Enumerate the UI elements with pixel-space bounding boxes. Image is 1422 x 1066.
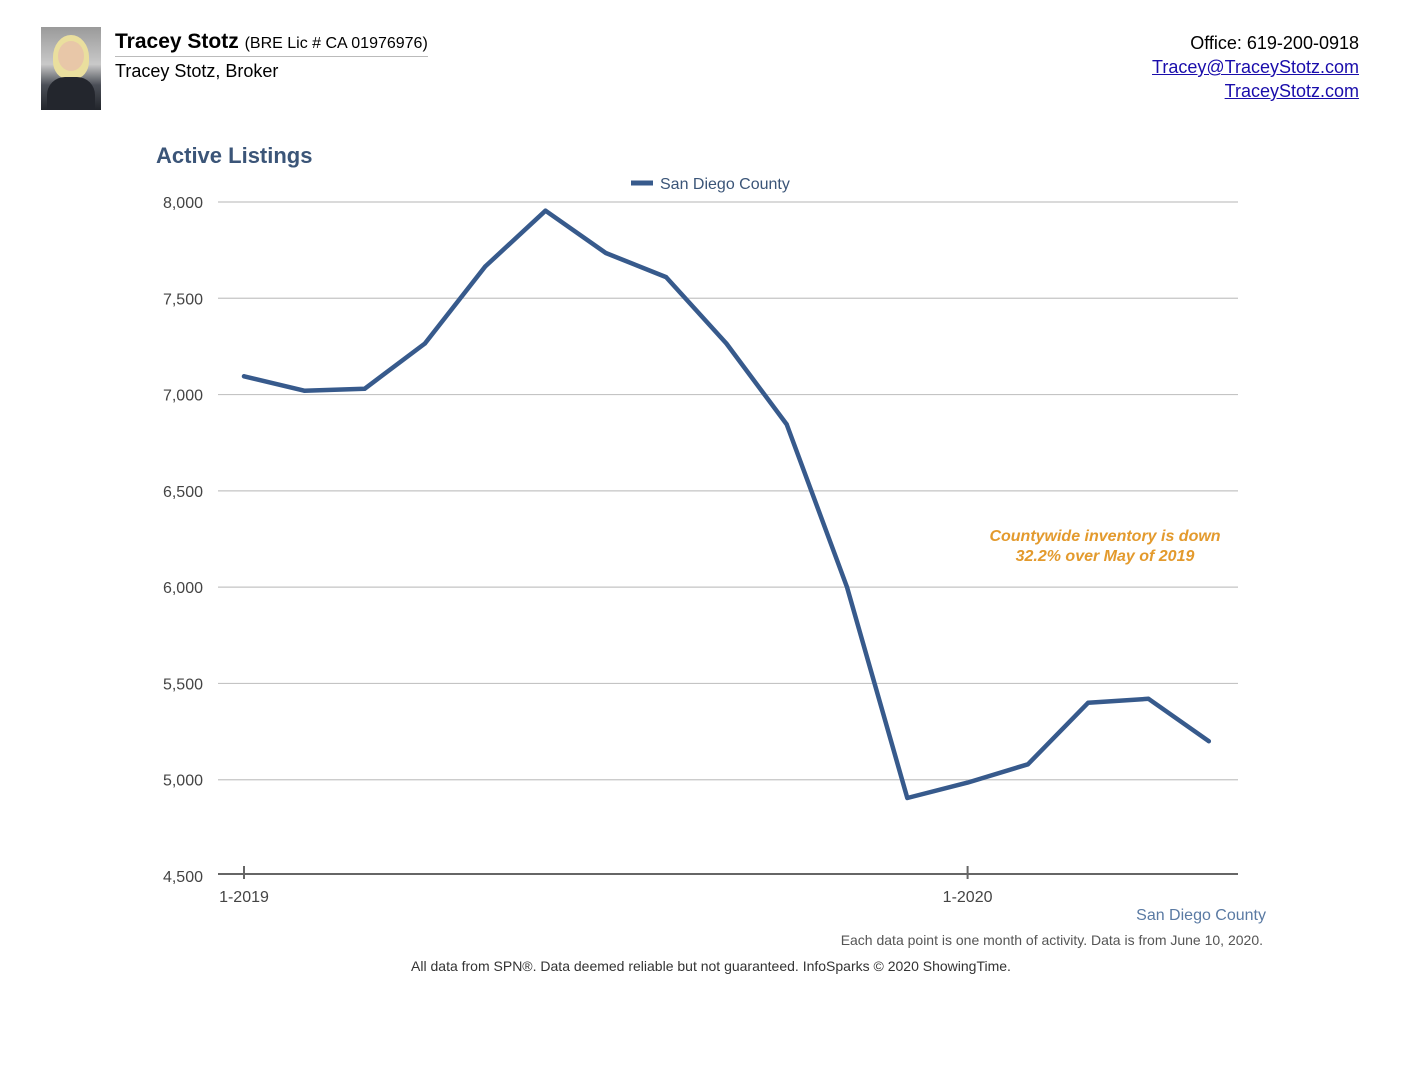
y-tick-label: 5,000	[163, 773, 203, 790]
agent-title: Tracey Stotz, Broker	[115, 61, 279, 81]
y-tick-label: 4,500	[163, 869, 203, 886]
data-note: Each data point is one month of activity…	[840, 932, 1263, 948]
data-point	[422, 341, 427, 346]
website-link[interactable]: TraceyStotz.com	[1224, 81, 1359, 101]
data-point	[543, 208, 548, 213]
data-point	[845, 585, 849, 590]
y-tick-label: 8,000	[163, 195, 203, 212]
contact-block: Office: 619-200-0918 Tracey@TraceyStotz.…	[1152, 31, 1359, 103]
agent-license: (BRE Lic # CA 01976976)	[244, 35, 428, 52]
agent-photo	[41, 27, 101, 110]
data-point	[362, 386, 367, 391]
agent-name: Tracey Stotz	[115, 30, 239, 53]
agent-name-line: Tracey Stotz (BRE Lic # CA 01976976)	[115, 30, 428, 57]
data-point	[483, 264, 488, 269]
office-phone: Office: 619-200-0918	[1190, 33, 1359, 53]
series-caption: San Diego County	[1136, 907, 1266, 924]
footer-disclaimer: All data from SPN®. Data deemed reliable…	[411, 958, 1011, 974]
x-tick-label: 1-2019	[219, 889, 269, 906]
y-tick-label: 6,000	[163, 580, 203, 597]
chart-title: Active Listings	[156, 143, 313, 168]
data-point	[965, 780, 970, 785]
data-point	[1146, 696, 1151, 701]
data-point	[664, 275, 669, 280]
y-tick-label: 7,000	[163, 388, 203, 405]
chart-annotation: Countywide inventory is down 32.2% over …	[960, 527, 1250, 567]
legend-label: San Diego County	[660, 176, 790, 193]
data-point	[1206, 739, 1211, 744]
y-tick-label: 6,500	[163, 484, 203, 501]
annotation-line-2: 32.2% over May of 2019	[1015, 548, 1195, 565]
data-point	[603, 251, 608, 256]
data-point	[1025, 762, 1030, 767]
y-tick-label: 7,500	[163, 291, 203, 308]
data-point	[1086, 700, 1091, 705]
data-point	[724, 341, 729, 346]
data-point	[905, 796, 910, 801]
data-point	[784, 422, 789, 427]
y-tick-label: 5,500	[163, 676, 203, 693]
annotation-line-1: Countywide inventory is down	[989, 528, 1221, 545]
email-link[interactable]: Tracey@TraceyStotz.com	[1152, 57, 1359, 77]
x-tick-label: 1-2020	[943, 889, 993, 906]
data-point	[242, 374, 246, 379]
data-point	[302, 388, 307, 393]
